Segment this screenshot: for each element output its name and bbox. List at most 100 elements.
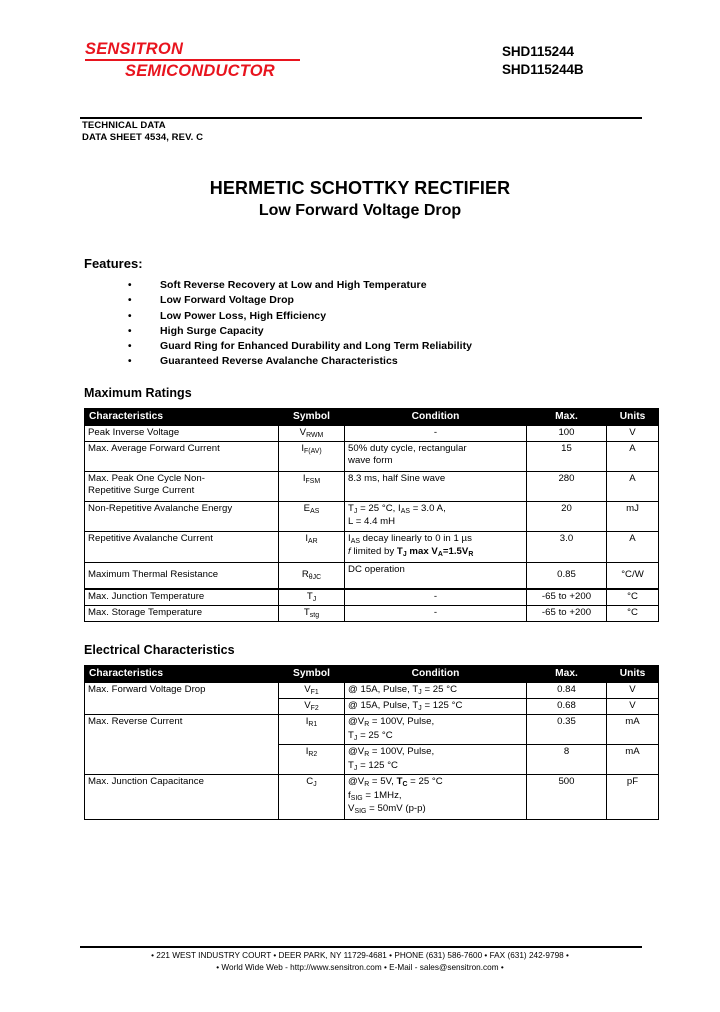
- bullet-icon: •: [128, 295, 132, 307]
- cell-symbol: VF1: [278, 681, 345, 700]
- cell-units: °C: [606, 587, 659, 606]
- page-title: HERMETIC SCHOTTKY RECTIFIER: [209, 178, 511, 198]
- company-logo: SENSITRON SEMICONDUCTOR: [83, 40, 383, 81]
- column-header-units: Units: [606, 665, 659, 683]
- page-header: SENSITRON SEMICONDUCTOR SHD115244 SHD115…: [80, 40, 662, 110]
- column-header-symbol: Symbol: [278, 408, 345, 426]
- cell-condition: -: [344, 604, 527, 623]
- cell-condition: TJ = 25 °C, IAS = 3.0 A, L = 4.4 mH: [344, 501, 527, 533]
- column-header-characteristics: Characteristics: [84, 408, 279, 426]
- table-row: VF2 @ 15A, Pulse, TJ = 125 °C 0.68 V: [85, 698, 659, 716]
- cell-units: A: [606, 531, 659, 564]
- table-row: Max. Junction Temperature TJ - -65 to +2…: [84, 587, 659, 606]
- column-header-units: Units: [606, 408, 659, 426]
- cell-characteristic: Max. Peak One Cycle Non- Repetitive Surge…: [84, 471, 279, 503]
- cell-condition: -: [344, 424, 527, 443]
- cell-symbol: IF(AV): [278, 441, 345, 473]
- table-header-row: Characteristics Symbol Condition Max. Un…: [84, 665, 659, 683]
- logo-line-semiconductor: SEMICONDUCTOR: [125, 62, 275, 80]
- footer-address-line: • 221 WEST INDUSTRY COURT • DEER PARK, N…: [151, 951, 569, 960]
- bullet-icon: •: [128, 356, 132, 368]
- cell-max: 8: [526, 744, 607, 776]
- cell-symbol: VF2: [278, 698, 345, 716]
- logo-underline: [85, 59, 300, 61]
- cell-max: 100: [526, 424, 607, 443]
- cell-condition: @VR = 100V, Pulse, TJ = 125 °C: [344, 744, 527, 776]
- cell-characteristic: Max. Junction Capacitance: [84, 774, 279, 821]
- cell-symbol: IAR: [278, 531, 345, 564]
- cell-max: 0.68: [526, 698, 607, 716]
- bullet-icon: •: [128, 341, 132, 353]
- bullet-icon: •: [128, 325, 132, 337]
- cell-condition: -: [344, 587, 527, 606]
- cell-condition: @VR = 100V, Pulse, TJ = 25 °C: [344, 714, 527, 746]
- part-numbers: SHD115244 SHD115244B: [502, 43, 662, 79]
- table-row: Max. Storage Temperature Tstg - -65 to +…: [84, 604, 659, 623]
- cell-characteristic: Repetitive Avalanche Current: [84, 531, 279, 564]
- cell-max: 3.0: [526, 531, 607, 564]
- cell-symbol: Tstg: [278, 604, 345, 623]
- cell-condition: IAS decay linearly to 0 in 1 µs f limited…: [344, 531, 527, 564]
- column-header-condition: Condition: [344, 665, 527, 683]
- cell-max: 20: [526, 501, 607, 533]
- bullet-icon: •: [128, 310, 132, 322]
- cell-units: mA: [606, 744, 659, 776]
- technical-data-label: TECHNICAL DATA: [82, 120, 166, 131]
- header-divider: [80, 117, 642, 119]
- cell-max: -65 to +200: [526, 587, 607, 606]
- cell-units: V: [606, 698, 659, 716]
- table-row: Peak Inverse Voltage VRWM - 100 V: [84, 424, 659, 443]
- logo-line-sensitron: SENSITRON: [85, 40, 184, 58]
- list-item: • Guaranteed Reverse Avalanche Characteri…: [128, 354, 648, 369]
- column-header-symbol: Symbol: [278, 665, 345, 683]
- feature-text: Low Power Loss, High Efficiency: [160, 309, 327, 322]
- table-row: IR2 @VR = 100V, Pulse, TJ = 125 °C 8 mA: [85, 744, 659, 776]
- features-heading: Features:: [84, 256, 143, 271]
- technical-data-block: TECHNICAL DATA DATA SHEET 4534, REV. C: [82, 120, 203, 144]
- data-sheet-revision: DATA SHEET 4534, REV. C: [82, 132, 204, 143]
- table-row: Max. Forward Voltage Drop VF1 @ 15A, Pul…: [84, 681, 659, 716]
- cell-symbol: TJ: [278, 587, 345, 606]
- cell-symbol: IR1: [278, 714, 345, 746]
- cell-max: 500: [526, 774, 607, 821]
- table-row: Max. Junction Capacitance CJ @VR = 5V, T…: [84, 774, 659, 821]
- page-footer: • 221 WEST INDUSTRY COURT • DEER PARK, N…: [0, 950, 720, 973]
- cell-symbol: RθJC: [278, 562, 345, 590]
- table-row: Max. Average Forward Current IF(AV) 50% …: [84, 441, 659, 473]
- column-header-max: Max.: [526, 408, 607, 426]
- cell-characteristic: Max. Junction Temperature: [84, 587, 279, 606]
- cell-characteristic: Max. Storage Temperature: [84, 604, 279, 623]
- cell-units: A: [606, 471, 659, 503]
- cell-symbol: EAS: [278, 501, 345, 533]
- bullet-icon: •: [128, 280, 132, 291]
- maximum-ratings-heading: Maximum Ratings: [84, 386, 192, 400]
- list-item: • Soft Reverse Recovery at Low and High T…: [128, 278, 648, 293]
- cell-symbol: CJ: [278, 774, 345, 821]
- feature-text: High Surge Capacity: [160, 324, 264, 337]
- list-item: • Low Power Loss, High Efficiency: [128, 309, 648, 324]
- cell-units: °C/W: [606, 562, 659, 590]
- cell-max: 15: [526, 441, 607, 473]
- cell-characteristic: Max. Average Forward Current: [84, 441, 279, 473]
- page-subtitle: Low Forward Voltage Drop: [258, 202, 462, 219]
- cell-units: A: [606, 441, 659, 473]
- column-header-characteristics: Characteristics: [84, 665, 279, 683]
- table-row: Max. Peak One Cycle Non- Repetitive Surge…: [84, 471, 659, 503]
- cell-units: V: [606, 681, 659, 700]
- maximum-ratings-table: Characteristics Symbol Condition Max. Un…: [84, 408, 659, 623]
- cell-symbol: IR2: [278, 744, 345, 776]
- table-row: Non-Repetitive Avalanche Energy EAS TJ =…: [84, 501, 659, 533]
- cell-max: 0.85: [526, 562, 607, 590]
- list-item: • Low Forward Voltage Drop: [128, 293, 648, 308]
- cell-condition: @VR = 5V, TC = 25 °C fSIG = 1MHz, VSIG = 5…: [344, 774, 527, 821]
- cell-characteristic: Maximum Thermal Resistance: [84, 562, 279, 590]
- table-header-row: Characteristics Symbol Condition Max. Un…: [84, 408, 659, 426]
- cell-units: mJ: [606, 501, 659, 533]
- feature-text: Soft Reverse Recovery at Low and High Te…: [160, 279, 427, 291]
- cell-max: -65 to +200: [526, 604, 607, 623]
- cell-units: V: [606, 424, 659, 443]
- cell-symbol: VRWM: [278, 424, 345, 443]
- table-row: Repetitive Avalanche Current IAR IAS dec…: [84, 531, 659, 564]
- cell-max: 0.84: [526, 681, 607, 700]
- table-row: Max. Reverse Current IR1 @VR = 100V, Pul…: [84, 714, 659, 776]
